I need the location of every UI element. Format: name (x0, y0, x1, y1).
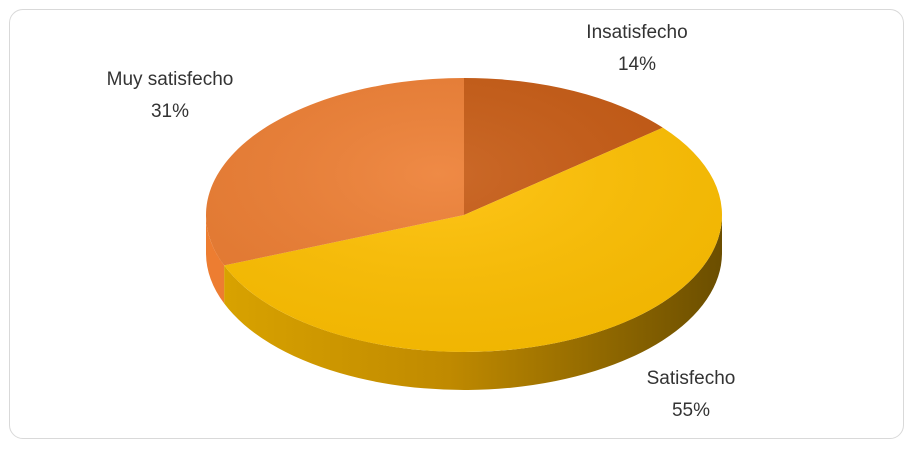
slice-label-value-satisfecho: 55% (672, 400, 710, 421)
slice-label-name-satisfecho: Satisfecho (647, 368, 736, 389)
slice-label-value-insatisfecho: 14% (618, 54, 656, 75)
slice-label-name-insatisfecho: Insatisfecho (586, 22, 687, 43)
slice-label-name-muy-satisfecho: Muy satisfecho (107, 69, 234, 90)
pie-tops (206, 78, 723, 353)
slice-label-value-muy-satisfecho: 31% (151, 101, 189, 122)
pie-labels: Insatisfecho 14% Satisfecho 55% Muy sati… (107, 22, 736, 421)
